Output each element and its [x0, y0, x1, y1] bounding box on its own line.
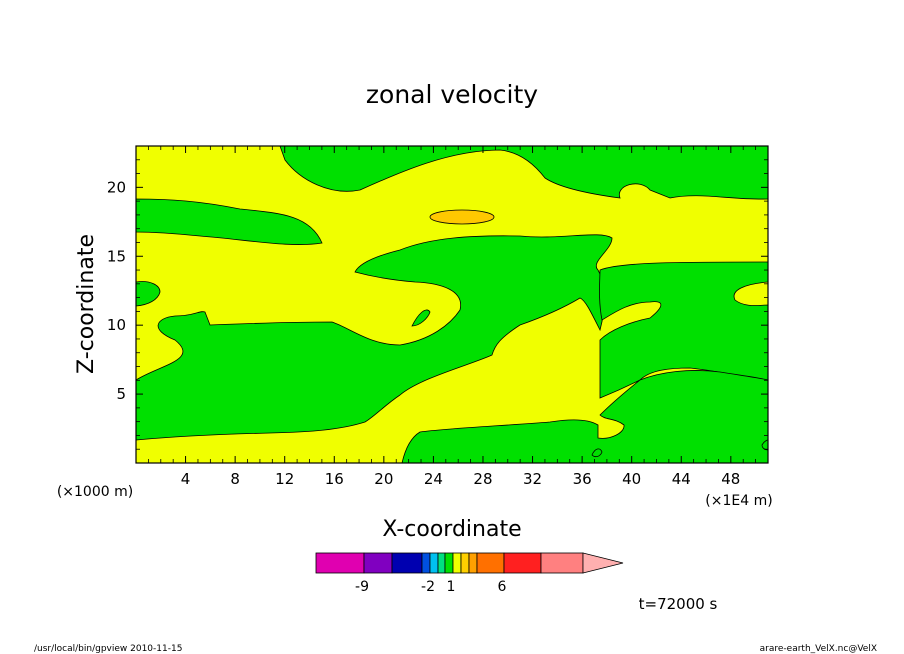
- y-tick-label: 10: [107, 316, 126, 334]
- green-region-small-a: [411, 309, 431, 327]
- x-tick-label: 28: [473, 470, 492, 488]
- green-region-small-b: [591, 448, 603, 458]
- x-tick-label: 40: [622, 470, 641, 488]
- green-region-top: [279, 146, 768, 200]
- colorbar-segment: [437, 552, 446, 574]
- colorbar-segment: [444, 552, 454, 574]
- plot-area: [135, 145, 769, 464]
- colorbar-tick-label: 6: [498, 579, 507, 595]
- green-region-right-edge: [761, 439, 768, 451]
- y-tick-label: 15: [107, 247, 126, 265]
- colorbar-tick-label: -2: [421, 579, 435, 595]
- colorbar-segment: [391, 552, 423, 574]
- x-tick-label: 4: [181, 470, 191, 488]
- time-annotation: t=72000 s: [639, 595, 718, 613]
- x-tick-label: 20: [374, 470, 393, 488]
- x-tick-label: 32: [523, 470, 542, 488]
- green-region-bottom: [401, 370, 768, 463]
- green-region-right-upper: [599, 261, 768, 399]
- colorbar-segment: [429, 552, 439, 574]
- x-tick-label: 36: [573, 470, 592, 488]
- colorbar-segment: [503, 552, 542, 574]
- footer-left: /usr/local/bin/gpview 2010-11-15: [34, 644, 182, 654]
- x-tick-label: 12: [275, 470, 294, 488]
- colorbar-arrow: [582, 552, 624, 574]
- colorbar-labels: -9 -2 1 6: [355, 579, 507, 595]
- x-axis-label: X-coordinate: [382, 517, 521, 542]
- colorbar-tick-label: 1: [447, 579, 456, 595]
- x-tick-label: 48: [721, 470, 740, 488]
- x-tick-label: 44: [672, 470, 691, 488]
- y-axis-label: Z-coordinate: [74, 234, 99, 374]
- y-tick-label: 20: [107, 178, 126, 196]
- colorbar: [315, 552, 624, 574]
- colorbar-segment: [460, 552, 470, 574]
- plot-frame: [135, 145, 769, 464]
- colorbar-segment: [540, 552, 584, 574]
- y-unit-label: (×1000 m): [57, 484, 133, 500]
- colorbar-segment: [476, 552, 505, 574]
- x-tick-label: 16: [325, 470, 344, 488]
- footer-right: arare-earth_VelX.nc@VelX: [760, 644, 877, 654]
- colorbar-tick-label: -9: [355, 579, 369, 595]
- x-tick-label: 8: [230, 470, 240, 488]
- chart-title: zonal velocity: [366, 80, 538, 109]
- y-axis: 5 10 15 20: [107, 159, 768, 450]
- y-tick-label: 5: [116, 385, 126, 403]
- x-axis: 4 8 12 16 20 24 28 32 36 40 44 48: [147, 146, 757, 488]
- colorbar-segment: [452, 552, 462, 574]
- colorbar-segment: [315, 552, 365, 574]
- green-region-left-upper: [136, 198, 323, 245]
- colorbar-segment: [468, 552, 478, 574]
- positive-core: [429, 209, 495, 225]
- colorbar-segment: [363, 552, 393, 574]
- green-region-left-edge: [136, 281, 161, 307]
- colorbar-segment: [421, 552, 431, 574]
- green-region-middle: [136, 234, 613, 441]
- x-tick-label: 24: [424, 470, 443, 488]
- x-unit-label: (×1E4 m): [705, 493, 772, 509]
